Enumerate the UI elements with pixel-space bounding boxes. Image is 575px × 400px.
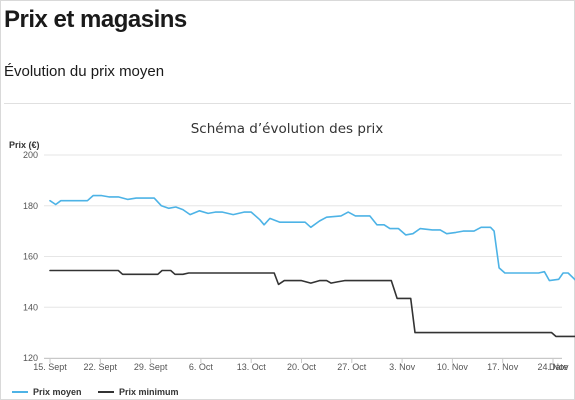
- y-tick-label: 200: [23, 150, 38, 160]
- price-evolution-chart: Schéma d’évolution des prix Prix (€) 120…: [9, 121, 575, 397]
- series-line-prix-moyen: [49, 194, 575, 282]
- y-axis-label: Prix (€): [9, 140, 40, 150]
- grid-lines: [44, 154, 562, 359]
- x-axis-label: Date: [549, 362, 568, 372]
- section-title: Évolution du prix moyen: [4, 63, 165, 80]
- x-tick-label: 29. Sept: [134, 362, 168, 372]
- x-tick-label: 10. Nov: [437, 362, 469, 372]
- chart-title: Schéma d’évolution des prix: [191, 121, 384, 137]
- x-tick-label: 17. Nov: [487, 362, 519, 372]
- x-tick-label: 15. Sept: [33, 362, 67, 372]
- x-tick-label: 24. Nov: [537, 362, 569, 372]
- chart-legend[interactable]: Prix moyen Prix minimum: [12, 387, 179, 397]
- legend-item-prix-minimum[interactable]: Prix minimum: [98, 387, 179, 397]
- series-line-prix-minimum: [49, 269, 575, 338]
- legend-label: Prix moyen: [33, 387, 82, 397]
- legend-item-prix-moyen[interactable]: Prix moyen: [12, 387, 82, 397]
- y-tick-label: 180: [23, 201, 38, 211]
- x-axis-ticks: 15. Sept 22. Sept 29. Sept 6. Oct 13. Oct 20.…: [33, 358, 569, 372]
- x-tick-label: 22. Sept: [84, 362, 118, 372]
- page-title: Prix et magasins: [4, 6, 187, 33]
- x-tick-label: 13. Oct: [237, 362, 267, 372]
- y-tick-label: 160: [23, 252, 38, 262]
- y-axis-ticks: 120 140 160 180 200: [23, 150, 38, 363]
- legend-label: Prix minimum: [119, 387, 179, 397]
- series-lines: [49, 194, 575, 338]
- x-tick-label: 27. Oct: [337, 362, 367, 372]
- section-divider: [4, 103, 571, 104]
- x-tick-label: 3. Nov: [389, 362, 416, 372]
- x-tick-label: 20. Oct: [287, 362, 317, 372]
- x-tick-label: 6. Oct: [189, 362, 214, 372]
- y-tick-label: 140: [23, 302, 38, 312]
- y-tick-label: 120: [23, 353, 38, 363]
